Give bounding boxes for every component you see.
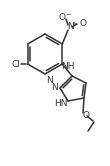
Text: N: N	[52, 83, 58, 91]
Text: O: O	[59, 12, 65, 22]
Text: O: O	[80, 18, 86, 28]
Text: NH: NH	[61, 61, 75, 71]
Text: N: N	[67, 22, 73, 31]
Text: Cl: Cl	[11, 59, 20, 69]
Text: O: O	[82, 111, 90, 120]
Text: N: N	[46, 76, 53, 85]
Text: −: −	[65, 11, 71, 16]
Text: HN: HN	[54, 98, 68, 108]
Text: +: +	[72, 20, 76, 26]
